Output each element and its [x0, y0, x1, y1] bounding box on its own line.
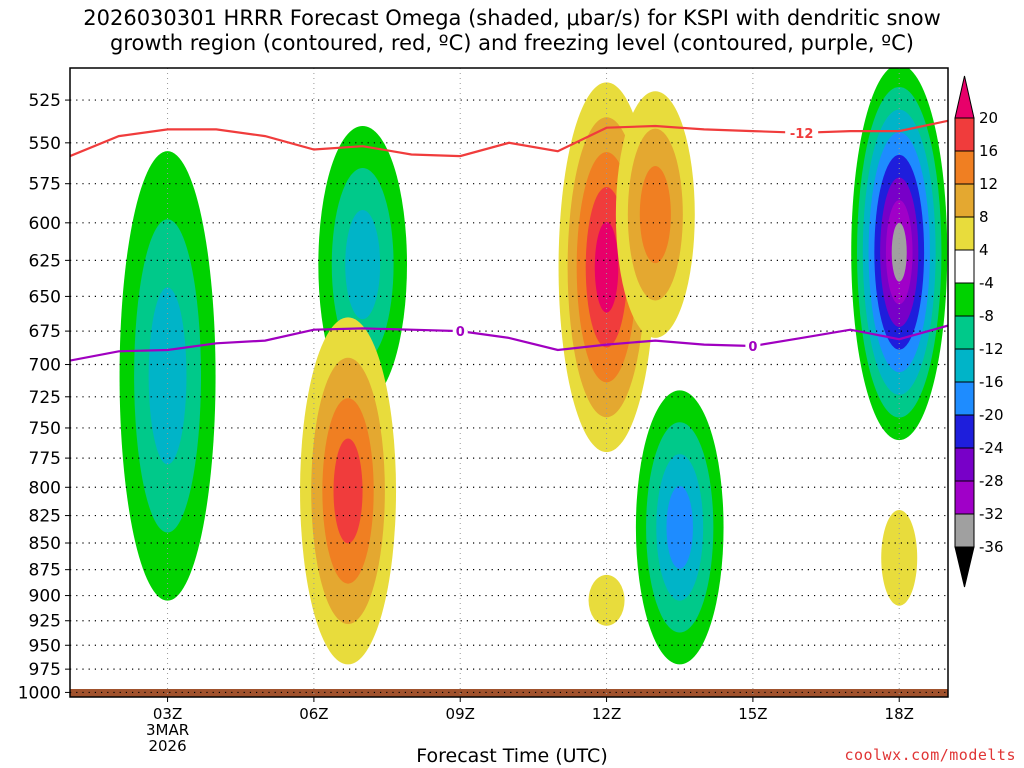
ytick-label-800: 800 — [29, 478, 61, 498]
plot-frame — [69, 67, 949, 698]
omega-field: -12 0 0 — [70, 68, 948, 697]
colorbar-label-13: -36 — [979, 538, 1004, 556]
colorbar-swatch-2 — [954, 150, 975, 185]
colorbar-swatch-13 — [954, 513, 975, 548]
colorbar-label-2: 12 — [979, 175, 998, 193]
colorbar-top-arrow — [954, 75, 975, 119]
xtick-label-03Z: 03Z — [153, 705, 182, 723]
credit-link[interactable]: coolwx.com/modelts — [844, 746, 1016, 764]
ytick-label-950: 950 — [29, 636, 61, 656]
chart-title: 2026030301 HRRR Forecast Omega (shaded, … — [0, 6, 1024, 56]
ytick-label-650: 650 — [29, 287, 61, 307]
colorbar-swatch-7 — [954, 315, 975, 350]
colorbar-label-12: -32 — [979, 505, 1004, 523]
colorbar-swatch-1 — [954, 117, 975, 152]
ytick-label-575: 575 — [29, 175, 61, 195]
contour-label-0-0: -12 — [790, 127, 814, 142]
colorbar-label-10: -24 — [979, 439, 1004, 457]
omega-band-4-2 — [639, 166, 671, 264]
colorbar-label-5: -4 — [979, 274, 994, 292]
omega-band-7-0 — [588, 574, 625, 626]
ytick-label-700: 700 — [29, 356, 61, 376]
xtick-label-18Z: 18Z — [885, 705, 914, 723]
colorbar-label-11: -28 — [979, 472, 1004, 490]
date-label-1: 2026 — [148, 737, 186, 755]
colorbar-swatch-11 — [954, 447, 975, 482]
ytick-label-725: 725 — [29, 388, 61, 408]
xtick-label-06Z: 06Z — [299, 705, 328, 723]
omega-band-3-4 — [594, 221, 619, 313]
colorbar-label-7: -12 — [979, 340, 1004, 358]
ytick-label-875: 875 — [29, 561, 61, 581]
contour-line-1 — [70, 324, 948, 362]
colorbar-label-3: 8 — [979, 208, 989, 226]
ytick-label-550: 550 — [29, 134, 61, 154]
contour-label-bg-1-0 — [452, 323, 468, 340]
ytick-label-850: 850 — [29, 534, 61, 554]
contour-label-1-1: 0 — [748, 340, 757, 355]
omega-band-0-2 — [148, 287, 187, 465]
xtick-label-12Z: 12Z — [592, 705, 621, 723]
contour-label-bg-1-1 — [745, 337, 761, 354]
ytick-label-925: 925 — [29, 612, 61, 632]
colorbar-label-1: 16 — [979, 142, 998, 160]
ytick-label-1000: 1000 — [18, 683, 61, 703]
xtick-label-15Z: 15Z — [738, 705, 767, 723]
ytick-label-625: 625 — [29, 251, 61, 271]
ytick-label-900: 900 — [29, 587, 61, 607]
ytick-label-525: 525 — [29, 91, 61, 111]
title-line-2: growth region (contoured, red, ºC) and f… — [110, 31, 914, 55]
contour-label-bg-0-0 — [785, 124, 819, 141]
omega-band-5-3 — [666, 486, 693, 569]
colorbar-label-0: 20 — [979, 109, 998, 127]
omega-band-1-2 — [345, 209, 381, 320]
omega-band-6-7 — [891, 222, 907, 282]
colorbar-swatch-9 — [954, 381, 975, 416]
title-line-1: 2026030301 HRRR Forecast Omega (shaded, … — [83, 6, 941, 30]
colorbar-swatch-3 — [954, 183, 975, 218]
colorbar-swatch-6 — [954, 282, 975, 317]
colorbar-swatch-10 — [954, 414, 975, 449]
xtick-label-09Z: 09Z — [446, 705, 475, 723]
colorbar-label-8: -16 — [979, 373, 1004, 391]
ytick-label-825: 825 — [29, 507, 61, 527]
colorbar-swatch-8 — [954, 348, 975, 383]
ytick-label-675: 675 — [29, 322, 61, 342]
colorbar-swatch-4 — [954, 216, 975, 251]
contour-label-1-0: 0 — [456, 325, 465, 340]
ground-surface — [70, 689, 948, 697]
x-axis-label: Forecast Time (UTC) — [416, 745, 608, 767]
ytick-label-750: 750 — [29, 419, 61, 439]
colorbar-swatch-12 — [954, 480, 975, 515]
ytick-label-775: 775 — [29, 449, 61, 469]
omega-band-2-3 — [333, 438, 363, 544]
omega-band-8-0 — [881, 509, 918, 606]
colorbar-label-6: -8 — [979, 307, 994, 325]
colorbar-bottom-arrow — [954, 546, 975, 588]
colorbar-swatch-5 — [954, 249, 975, 284]
date-label-0: 3MAR — [146, 721, 189, 739]
ytick-label-975: 975 — [29, 660, 61, 680]
ytick-label-600: 600 — [29, 214, 61, 234]
colorbar-label-4: 4 — [979, 241, 989, 259]
colorbar-label-9: -20 — [979, 406, 1004, 424]
